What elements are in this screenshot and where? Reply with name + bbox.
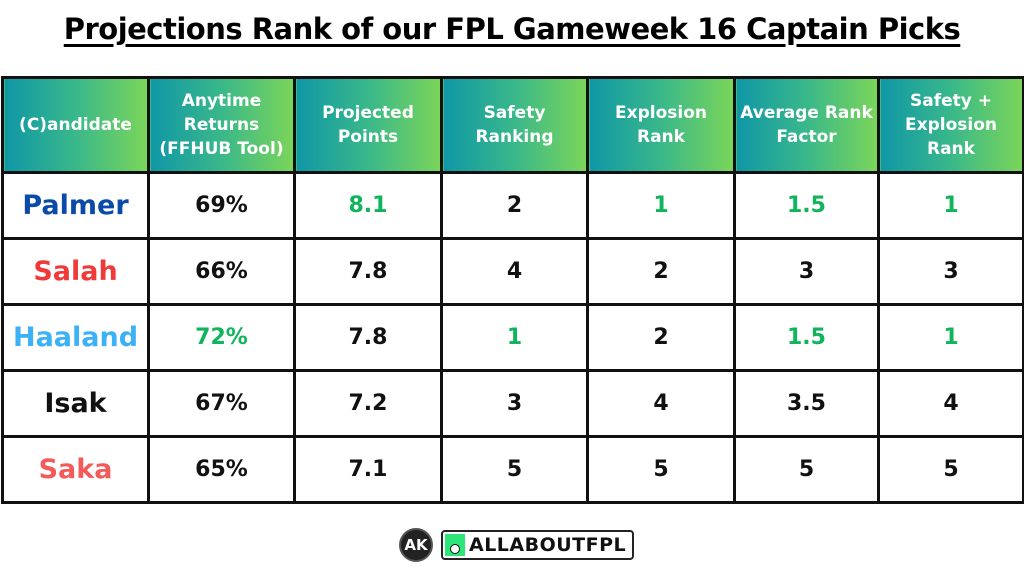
header-row: (C)andidate Anytime Returns (FFHUB Tool)…: [1, 76, 1024, 174]
cell-anytime-returns: 65%: [147, 435, 296, 504]
cell-average-rank-factor: 3.5: [733, 369, 880, 438]
header-average-rank-factor: Average Rank Factor: [733, 76, 880, 174]
page-title: Projections Rank of our FPL Gameweek 16 …: [63, 12, 961, 46]
table-row: Palmer 69% 8.1 2 1 1.5 1: [1, 171, 1024, 240]
cell-explosion-rank: 2: [586, 237, 736, 306]
candidate-name: Isak: [1, 369, 150, 438]
cell-projected-points: 7.2: [293, 369, 443, 438]
football-boot-icon: [445, 534, 465, 556]
footer-logos: AK ALLABOUTFPL: [399, 528, 635, 562]
cell-safety-ranking: 5: [440, 435, 589, 504]
cell-projected-points: 7.8: [293, 303, 443, 372]
header-candidate: (C)andidate: [1, 76, 150, 174]
candidate-name: Saka: [1, 435, 150, 504]
header-projected-points: Projected Points: [293, 76, 443, 174]
cell-average-rank-factor: 5: [733, 435, 880, 504]
cell-safety-ranking: 4: [440, 237, 589, 306]
cell-explosion-rank: 1: [586, 171, 736, 240]
cell-safety-explosion-rank: 1: [877, 303, 1024, 372]
cell-average-rank-factor: 1.5: [733, 303, 880, 372]
cell-anytime-returns: 66%: [147, 237, 296, 306]
captain-picks-table: (C)andidate Anytime Returns (FFHUB Tool)…: [1, 76, 1024, 504]
allaboutfpl-logo: ALLABOUTFPL: [441, 530, 635, 560]
cell-explosion-rank: 2: [586, 303, 736, 372]
candidate-name: Palmer: [1, 171, 150, 240]
cell-safety-ranking: 3: [440, 369, 589, 438]
cell-safety-explosion-rank: 1: [877, 171, 1024, 240]
cell-explosion-rank: 4: [586, 369, 736, 438]
candidate-name: Haaland: [1, 303, 150, 372]
header-explosion-rank: Explosion Rank: [586, 76, 736, 174]
cell-projected-points: 8.1: [293, 171, 443, 240]
header-safety-ranking: Safety Ranking: [440, 76, 589, 174]
brand-name: ALLABOUTFPL: [469, 534, 627, 556]
cell-safety-ranking: 2: [440, 171, 589, 240]
cell-safety-explosion-rank: 4: [877, 369, 1024, 438]
cell-safety-explosion-rank: 3: [877, 237, 1024, 306]
cell-anytime-returns: 67%: [147, 369, 296, 438]
cell-safety-ranking: 1: [440, 303, 589, 372]
ak-logo: AK: [399, 528, 433, 562]
cell-average-rank-factor: 3: [733, 237, 880, 306]
cell-anytime-returns: 72%: [147, 303, 296, 372]
table-row: Saka 65% 7.1 5 5 5 5: [1, 435, 1024, 504]
table-row: Haaland 72% 7.8 1 2 1.5 1: [1, 303, 1024, 372]
cell-anytime-returns: 69%: [147, 171, 296, 240]
cell-average-rank-factor: 1.5: [733, 171, 880, 240]
header-anytime-returns: Anytime Returns (FFHUB Tool): [147, 76, 296, 174]
cell-safety-explosion-rank: 5: [877, 435, 1024, 504]
table-row: Isak 67% 7.2 3 4 3.5 4: [1, 369, 1024, 438]
cell-explosion-rank: 5: [586, 435, 736, 504]
header-safety-explosion-rank: Safety + Explosion Rank: [877, 76, 1024, 174]
candidate-name: Salah: [1, 237, 150, 306]
cell-projected-points: 7.8: [293, 237, 443, 306]
table-row: Salah 66% 7.8 4 2 3 3: [1, 237, 1024, 306]
cell-projected-points: 7.1: [293, 435, 443, 504]
